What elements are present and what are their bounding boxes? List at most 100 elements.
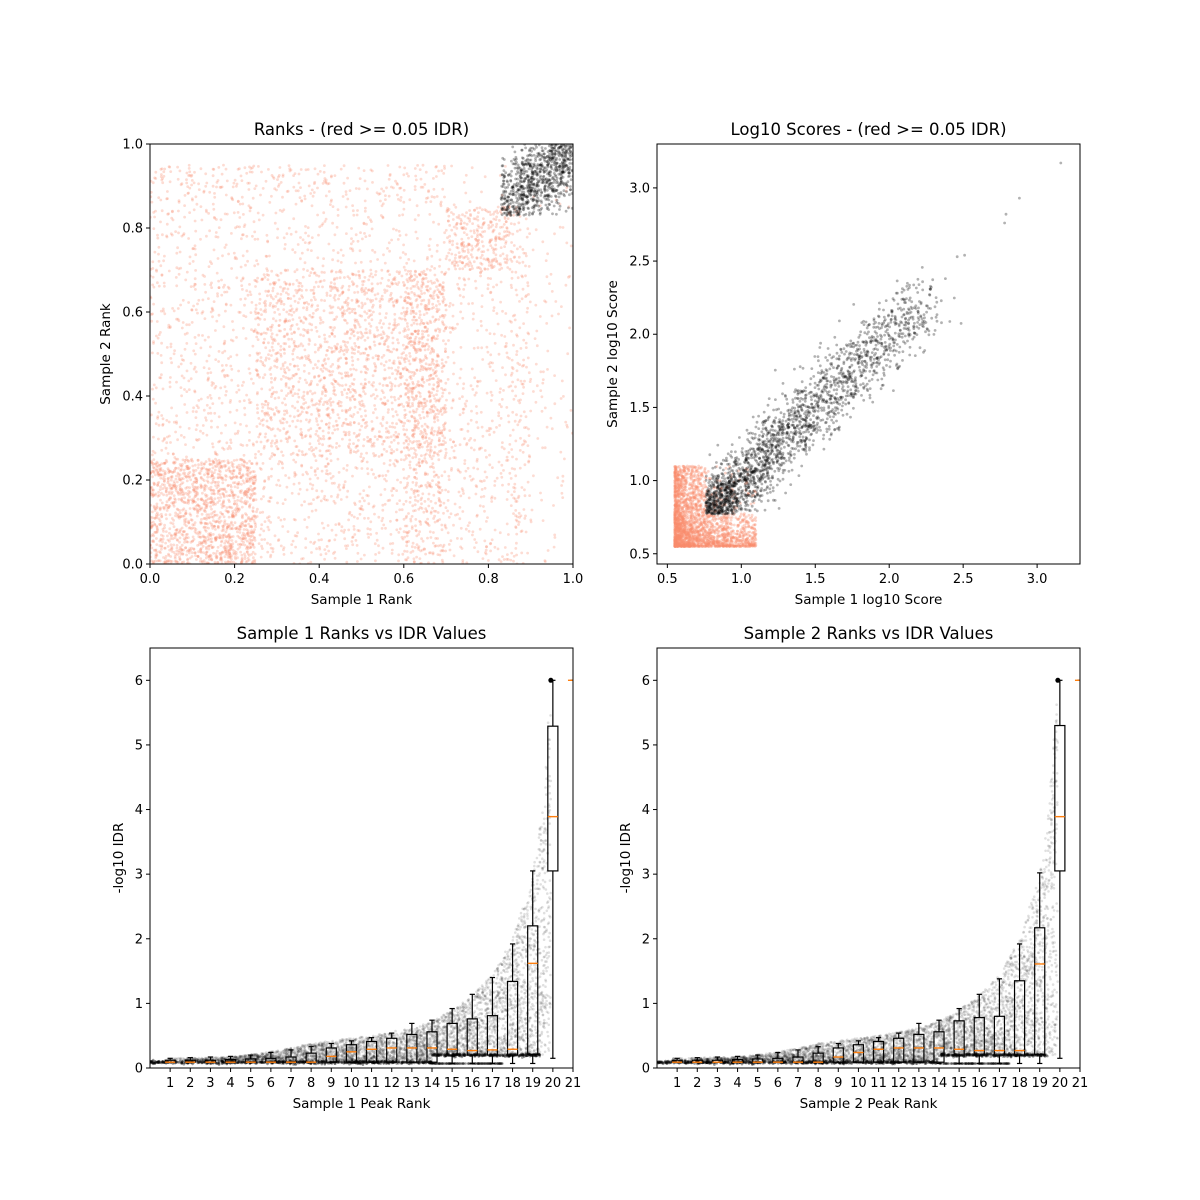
point-fail: [309, 383, 313, 386]
point-fail: [420, 496, 424, 500]
point-fail: [245, 528, 248, 531]
point-fail: [152, 302, 156, 306]
point-fail: [421, 375, 424, 379]
point-fail: [235, 465, 239, 469]
point-fail: [331, 445, 334, 449]
point-fail: [362, 289, 366, 292]
point-fail: [332, 552, 335, 555]
point-fail: [242, 481, 246, 485]
point-fail: [243, 406, 247, 410]
point-fail: [352, 367, 356, 371]
point-fail: [503, 245, 506, 249]
point-fail: [309, 466, 313, 469]
point-fail: [381, 516, 385, 520]
point-fail: [187, 492, 191, 495]
point-fail: [393, 398, 397, 402]
point-fail: [314, 432, 318, 436]
point-fail: [254, 474, 257, 478]
point-fail: [340, 292, 344, 296]
point-fail: [217, 526, 220, 530]
point-fail: [373, 542, 377, 546]
point-fail: [235, 336, 238, 339]
point-fail: [229, 441, 233, 444]
point-fail: [383, 342, 387, 346]
point-fail: [332, 296, 336, 300]
point-fail: [178, 250, 182, 254]
point-fail: [438, 437, 441, 440]
point-fail: [356, 350, 360, 354]
point-fail: [200, 498, 203, 501]
point-fail: [254, 476, 257, 479]
point-fail: [206, 538, 210, 542]
point-fail: [204, 290, 208, 294]
point-fail: [153, 517, 157, 520]
point-fail: [363, 392, 367, 396]
point-fail: [288, 319, 291, 323]
point-fail: [240, 474, 243, 478]
point-fail: [328, 335, 331, 338]
point-fail: [319, 343, 322, 347]
point-fail: [228, 542, 232, 546]
point-fail: [245, 479, 249, 483]
point-fail: [244, 492, 247, 496]
point-fail: [165, 441, 169, 445]
point-fail: [214, 520, 218, 524]
point-fail: [312, 448, 315, 451]
point-fail: [288, 414, 292, 418]
point-fail: [170, 560, 174, 563]
point-fail: [393, 318, 397, 322]
point-fail: [343, 348, 347, 352]
point-fail: [202, 479, 206, 482]
point-fail: [205, 504, 209, 508]
point-fail: [217, 480, 220, 484]
point-fail: [174, 487, 178, 490]
point-fail: [158, 508, 162, 512]
point-fail: [157, 437, 160, 441]
point-fail: [441, 545, 445, 549]
point-fail: [204, 500, 208, 504]
point-fail: [392, 487, 396, 491]
point-fail: [220, 476, 223, 479]
point-fail: [175, 546, 179, 550]
point-fail: [248, 181, 251, 185]
point-fail: [199, 498, 203, 501]
point-fail: [418, 413, 421, 417]
point-fail: [156, 483, 160, 487]
point-fail: [183, 530, 187, 533]
point-fail: [207, 376, 210, 380]
point-fail: [470, 264, 474, 268]
point-fail: [372, 504, 376, 508]
point-fail: [344, 205, 348, 209]
point-fail: [362, 384, 366, 388]
point-fail: [437, 379, 441, 383]
point-fail: [217, 279, 221, 283]
point-fail: [297, 368, 300, 371]
point-fail: [245, 393, 249, 397]
point-fail: [174, 430, 178, 434]
point-fail: [403, 535, 407, 539]
point-fail: [161, 487, 165, 490]
point-fail: [225, 390, 228, 393]
point-fail: [178, 486, 182, 489]
point-fail: [455, 246, 459, 249]
point-fail: [205, 498, 208, 502]
point-fail: [194, 269, 198, 272]
point-fail: [150, 525, 153, 529]
point-fail: [255, 335, 259, 339]
point-fail: [407, 382, 411, 386]
point-fail: [435, 408, 439, 411]
point-fail: [284, 376, 288, 379]
point-fail: [244, 520, 248, 524]
point-fail: [244, 512, 247, 515]
point-fail: [383, 403, 387, 406]
point-fail: [178, 425, 182, 429]
point-fail: [235, 502, 239, 505]
point-fail: [380, 277, 384, 280]
point-fail: [415, 368, 419, 372]
point-fail: [346, 275, 350, 278]
point-fail: [479, 233, 483, 237]
point-fail: [376, 282, 380, 286]
point-fail: [203, 521, 207, 525]
point-fail: [217, 489, 220, 493]
point-fail: [260, 544, 263, 548]
